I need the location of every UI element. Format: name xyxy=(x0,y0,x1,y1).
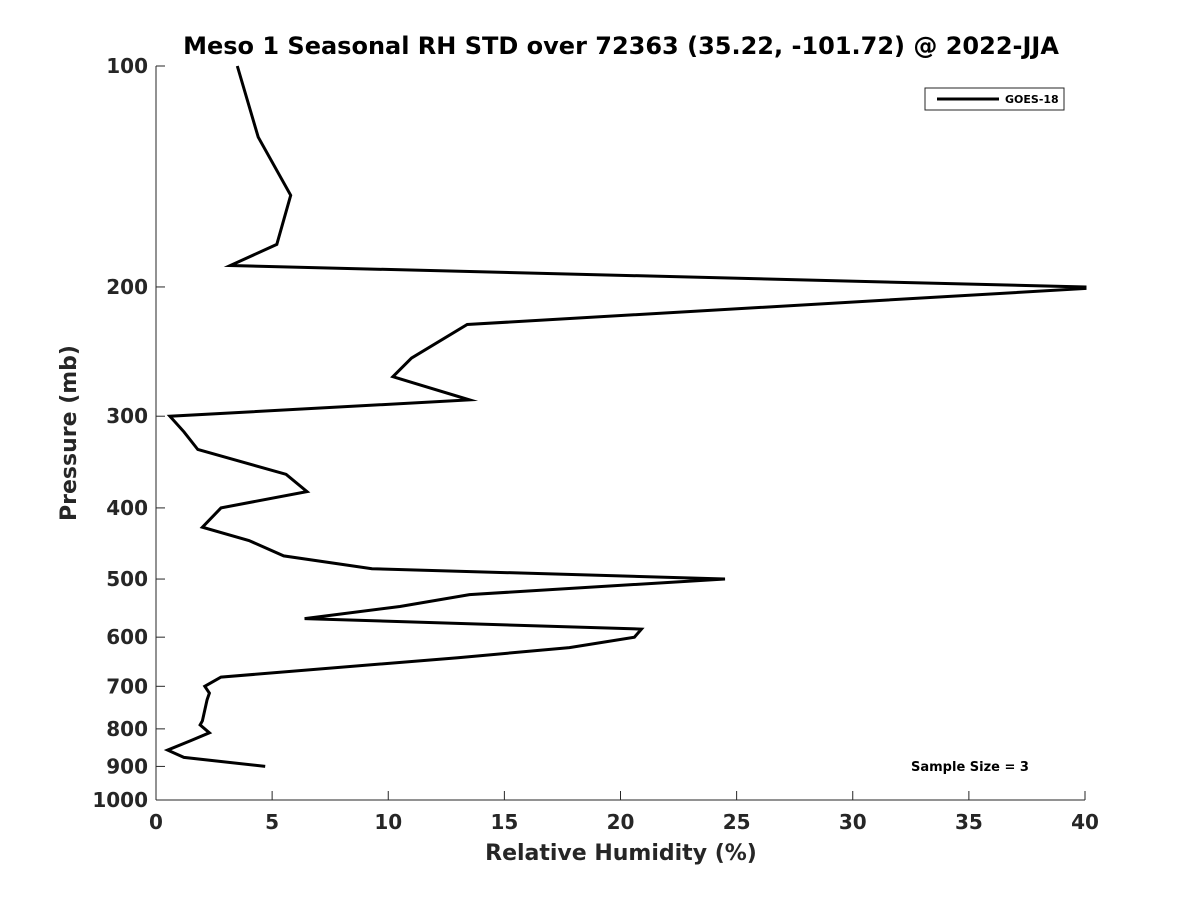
y-tick-label-900: 900 xyxy=(106,754,148,778)
x-tick-label-0: 0 xyxy=(149,810,163,834)
x-tick-label-30: 30 xyxy=(839,810,867,834)
plot-area: 0 5 10 15 20 25 30 35 40 100 200 300 400 500 600 700 800… xyxy=(92,54,1099,834)
x-axis-label: Relative Humidity (%) xyxy=(485,841,757,866)
y-tick-label-700: 700 xyxy=(106,674,148,698)
x-tick-label-10: 10 xyxy=(374,810,402,834)
y-tick-label-100: 100 xyxy=(106,54,148,78)
series-line-goes-18 xyxy=(163,65,1087,768)
x-tick-label-5: 5 xyxy=(265,810,279,834)
x-tick-label-40: 40 xyxy=(1071,810,1099,834)
sample-size-annotation: Sample Size = 3 xyxy=(911,760,1029,775)
y-tick-label-800: 800 xyxy=(106,717,148,741)
chart-title: Meso 1 Seasonal RH STD over 72363 (35.22… xyxy=(183,32,1059,60)
x-tick-label-20: 20 xyxy=(607,810,635,834)
legend: GOES-18 xyxy=(924,87,1065,111)
x-tick-label-35: 35 xyxy=(955,810,983,834)
y-tick-label-200: 200 xyxy=(106,275,148,299)
y-tick-label-300: 300 xyxy=(106,404,148,428)
x-tick-label-25: 25 xyxy=(723,810,751,834)
y-tick-label-600: 600 xyxy=(106,625,148,649)
x-tick-label-15: 15 xyxy=(490,810,518,834)
y-axis-label: Pressure (mb) xyxy=(57,345,82,521)
y-tick-label-400: 400 xyxy=(106,496,148,520)
y-tick-label-1000: 1000 xyxy=(92,788,148,812)
legend-label-goes-18: GOES-18 xyxy=(1005,93,1059,106)
y-tick-label-500: 500 xyxy=(106,567,148,591)
